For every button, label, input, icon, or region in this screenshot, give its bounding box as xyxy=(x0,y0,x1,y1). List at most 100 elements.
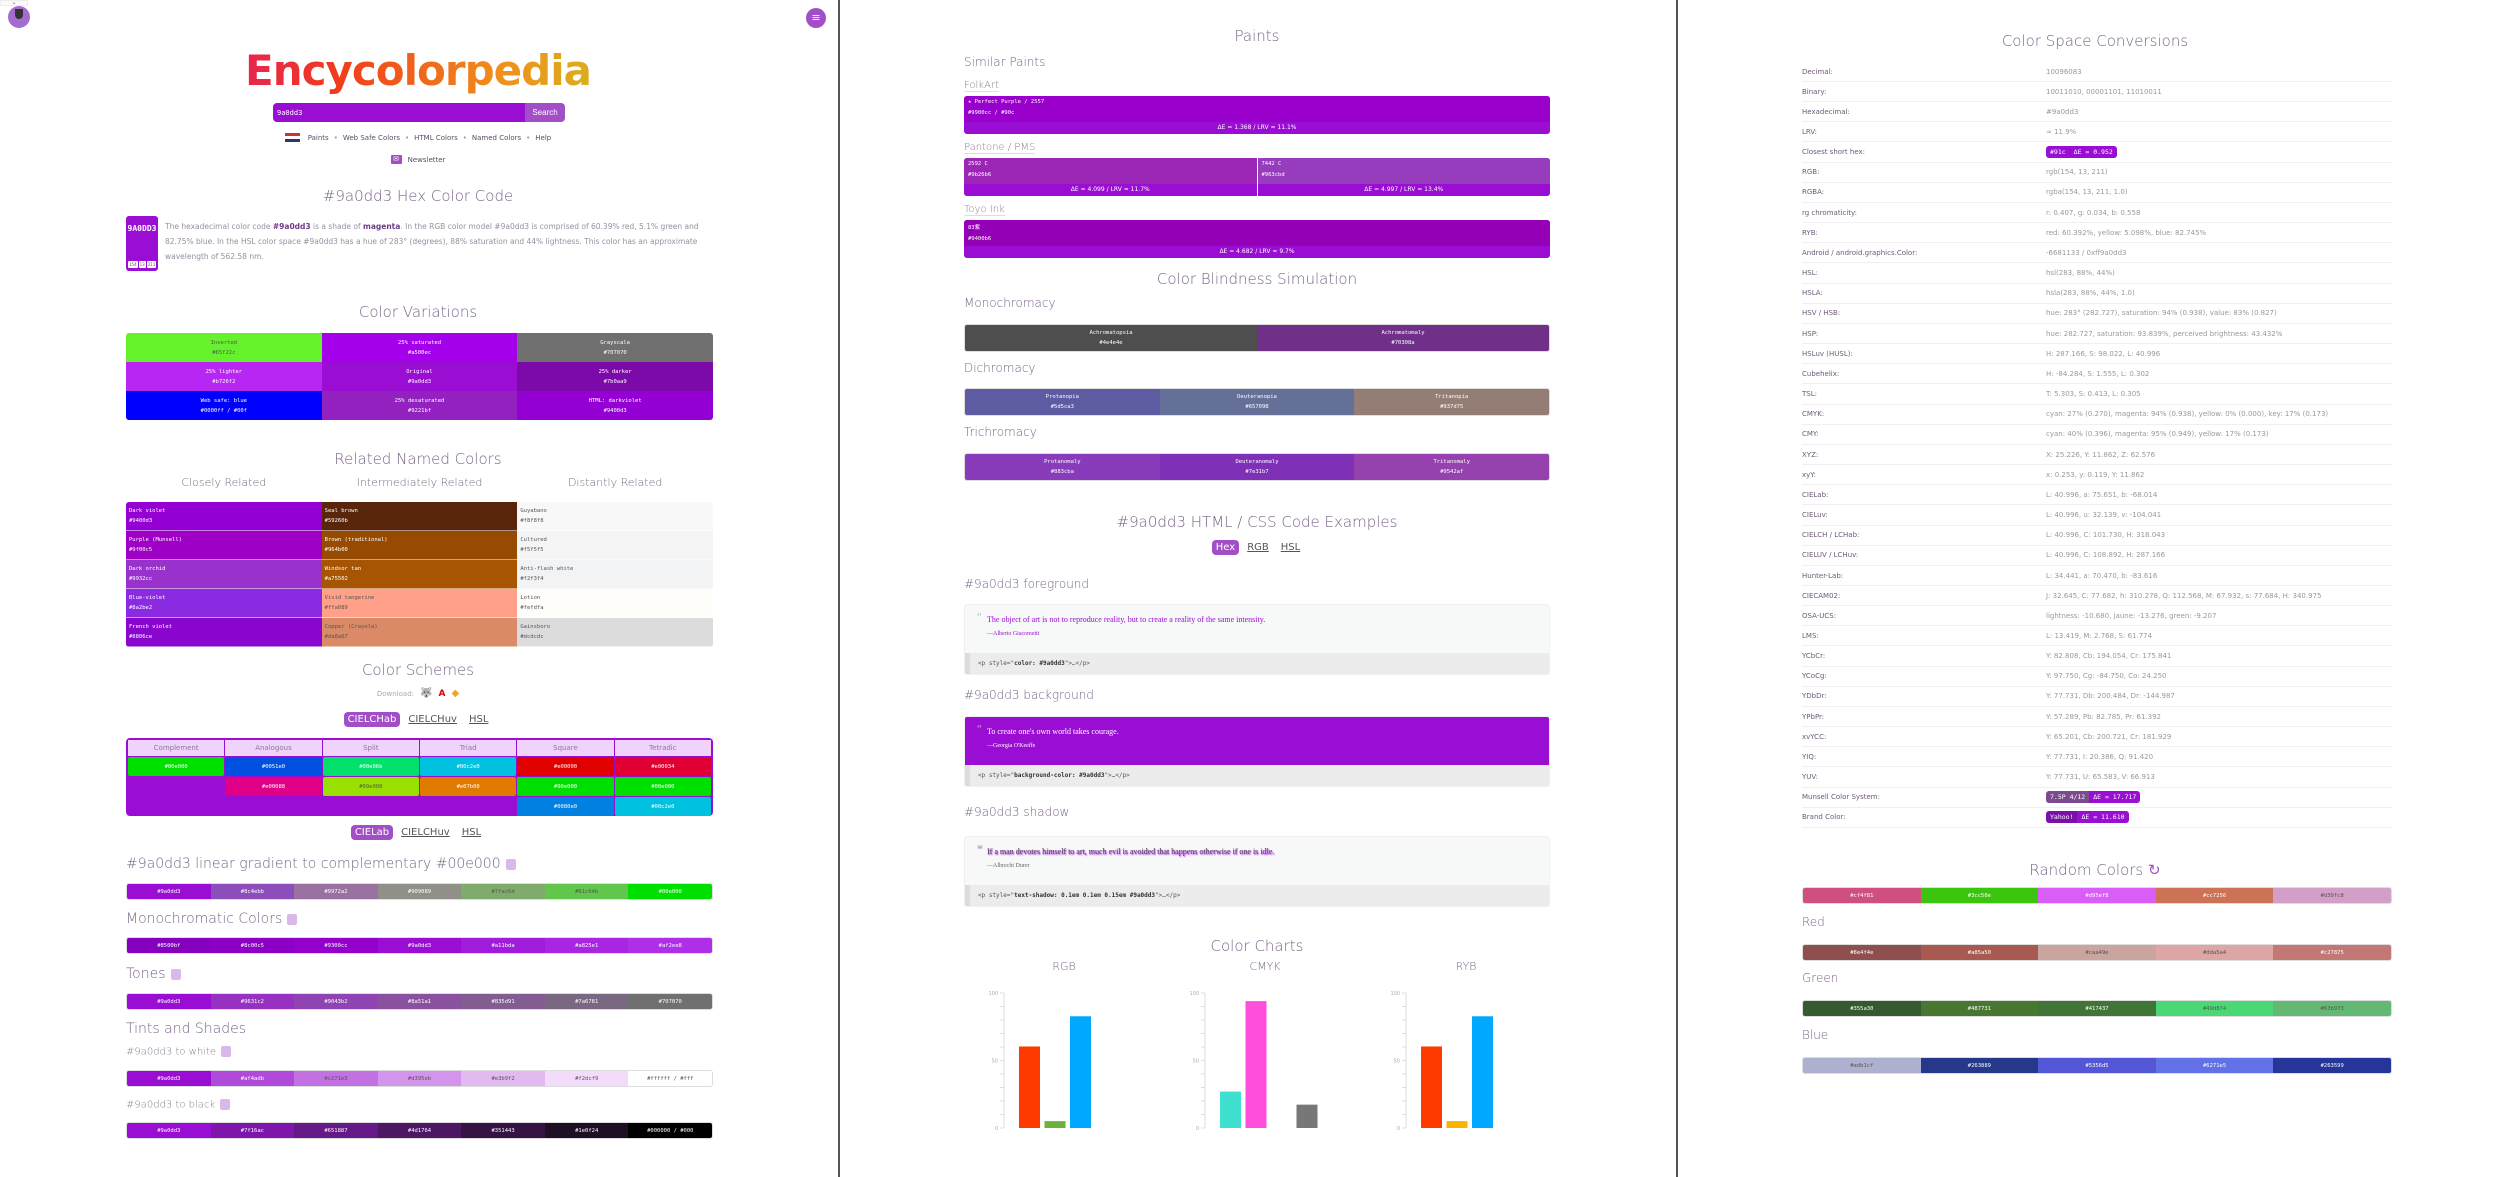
color-swatch[interactable]: #9a0dd3 xyxy=(127,1071,211,1086)
color-swatch[interactable]: #9a0dd3 xyxy=(127,994,211,1009)
color-swatch[interactable]: #adb1cf xyxy=(1803,1058,1921,1073)
copy-icon[interactable] xyxy=(505,858,516,870)
color-swatch[interactable]: #d95ef8 xyxy=(2038,888,2156,903)
color-swatch[interactable]: #c27875 xyxy=(2273,945,2391,960)
color-swatch[interactable]: #8c4ebb xyxy=(210,884,295,899)
color-swatch[interactable]: #c271e3 xyxy=(294,1071,378,1086)
color-swatch[interactable]: #cf4f81 xyxy=(1803,888,1921,903)
color-swatch[interactable]: #9a0dd3 xyxy=(377,938,462,953)
scheme-color[interactable]: #0051e0 xyxy=(225,757,322,776)
related-color[interactable]: Cultured #f5f5f5 xyxy=(517,531,713,560)
color-swatch[interactable]: #9a0dd3 xyxy=(127,884,211,899)
color-swatch[interactable]: #9a0dd3 xyxy=(127,1123,211,1138)
bar-b[interactable] xyxy=(1070,1016,1091,1128)
related-color[interactable]: French violet #8806ce xyxy=(126,618,322,647)
variation-cell[interactable]: Web safe: blue #0000ff / #00f xyxy=(126,391,322,420)
tab-hex[interactable]: Hex xyxy=(1211,540,1240,555)
blindness-swatch[interactable]: Deuteranomaly #7e31b7 xyxy=(1159,454,1355,480)
blindness-swatch[interactable]: Deuteranopia #657098 xyxy=(1159,389,1355,415)
color-swatch[interactable]: #7fac6d xyxy=(461,884,545,899)
color-swatch[interactable]: #a11bda xyxy=(461,938,545,953)
tab-cielchuv[interactable]: CIELCHuv xyxy=(401,827,450,838)
bar-m[interactable] xyxy=(1245,1001,1267,1128)
color-swatch[interactable]: #5356d5 xyxy=(2038,1058,2156,1073)
paint-swatch[interactable]: 83紫 #9400b6 ΔE = 4.682 / LRV ≈ 9.7% xyxy=(964,220,1550,258)
related-color[interactable]: Windsor tan #a75502 xyxy=(321,560,518,589)
color-swatch[interactable]: #a825e1 xyxy=(544,938,629,953)
bar-r[interactable] xyxy=(1019,1046,1040,1128)
scheme-color[interactable]: #0080e0 xyxy=(517,797,614,816)
bar-b[interactable] xyxy=(1472,1016,1493,1128)
conversion-badge[interactable]: Yahoo! ΔE = 11.610 xyxy=(2046,811,2129,824)
variation-cell[interactable]: 25% desaturated #9221bf xyxy=(321,391,518,420)
related-color[interactable]: Lotion #fefdfa xyxy=(517,589,713,618)
color-swatch[interactable]: #cc7256 xyxy=(2155,888,2274,903)
color-swatch[interactable]: #af4adb xyxy=(210,1071,295,1086)
nav-link-html-colors[interactable]: HTML Colors xyxy=(414,133,458,142)
color-swatch[interactable]: #1e0f24 xyxy=(544,1123,629,1138)
color-swatch[interactable]: #a85a50 xyxy=(1920,945,2039,960)
adobe-icon[interactable]: A xyxy=(438,688,446,699)
newsletter-link[interactable]: ✉ Newsletter xyxy=(0,155,836,164)
related-color[interactable]: Dark orchid #9932cc xyxy=(126,560,322,589)
blindness-swatch[interactable]: Achromatomaly #70308a xyxy=(1257,325,1549,351)
color-swatch[interactable]: #d395eb xyxy=(377,1071,462,1086)
gimp-icon[interactable]: 🐺 xyxy=(420,688,433,699)
color-swatch[interactable]: #4d1764 xyxy=(377,1123,462,1138)
variation-cell[interactable]: 25% saturated #a500ec xyxy=(321,333,518,362)
color-swatch[interactable]: #000000 / #000 xyxy=(628,1123,712,1138)
color-swatch[interactable]: #e3b9f2 xyxy=(461,1071,545,1086)
blindness-swatch[interactable]: Protanopia #5d5ca3 xyxy=(965,389,1160,415)
nav-link-named-colors[interactable]: Named Colors xyxy=(471,133,522,142)
color-swatch[interactable]: #909089 xyxy=(377,884,462,899)
blindness-swatch[interactable]: Achromatopsia #4e4e4e xyxy=(965,325,1257,351)
scheme-color[interactable]: #00e000 xyxy=(128,757,225,776)
color-swatch[interactable]: #3cc50e xyxy=(1920,888,2039,903)
color-swatch[interactable]: #8e4f4e xyxy=(1803,945,1921,960)
bar-r[interactable] xyxy=(1421,1046,1442,1128)
related-color[interactable]: Anti-flash white #f2f3f4 xyxy=(517,560,713,589)
blindness-swatch[interactable]: Tritanopia #937d75 xyxy=(1354,389,1549,415)
tab-rgb[interactable]: RGB xyxy=(1247,542,1269,553)
tab-cielab[interactable]: CIELab xyxy=(350,825,394,840)
bar-y[interactable] xyxy=(1446,1121,1468,1128)
flag-uk-icon[interactable] xyxy=(284,133,300,142)
color-swatch[interactable]: #8c00c5 xyxy=(210,938,295,953)
color-swatch[interactable]: #355a30 xyxy=(1803,1001,1921,1016)
copy-icon[interactable] xyxy=(170,968,181,980)
scheme-color[interactable]: #e00088 xyxy=(225,777,322,796)
variation-cell[interactable]: Original #9a0dd3 xyxy=(321,362,518,391)
color-swatch[interactable]: #af2ee8 xyxy=(628,938,712,953)
scheme-color[interactable]: #00e000 xyxy=(614,777,711,796)
related-color[interactable]: Dark violet #9400d3 xyxy=(126,502,322,531)
scheme-color[interactable]: #00c2e0 xyxy=(420,757,517,776)
related-color[interactable]: Copper (Crayola) #da8a67 xyxy=(321,618,518,647)
scheme-color[interactable]: #e00000 xyxy=(517,757,614,776)
conversion-badge[interactable]: #91c ΔE = 0.952 xyxy=(2046,146,2117,159)
scheme-color[interactable]: #00c2e0 xyxy=(614,797,711,816)
color-swatch[interactable]: #487731 xyxy=(1920,1001,2039,1016)
variation-cell[interactable]: Inverted #65f22c xyxy=(126,333,322,362)
color-swatch[interactable]: #8a51a1 xyxy=(377,994,462,1009)
chevron-down-icon[interactable]: ⌄ xyxy=(0,0,28,6)
color-swatch[interactable]: #651887 xyxy=(294,1123,378,1138)
color-swatch[interactable]: #ffffff / #fff xyxy=(628,1071,712,1086)
color-swatch[interactable]: #dda5a4 xyxy=(2155,945,2274,960)
scheme-color[interactable]: #e07b00 xyxy=(420,777,517,796)
color-swatch[interactable]: #d39fc8 xyxy=(2273,888,2391,903)
scheme-color[interactable]: #e00034 xyxy=(614,757,711,776)
search-input[interactable] xyxy=(273,103,525,122)
nav-link-paints[interactable]: Paints xyxy=(307,133,329,142)
blindness-swatch[interactable]: Protanomaly #883cba xyxy=(965,454,1160,480)
related-color[interactable]: Purple (Munsell) #9f00c5 xyxy=(126,531,322,560)
bar-g[interactable] xyxy=(1044,1121,1066,1128)
nav-link-help[interactable]: Help xyxy=(535,133,552,142)
copy-icon[interactable] xyxy=(287,913,298,925)
color-swatch[interactable]: #351443 xyxy=(461,1123,545,1138)
color-swatch[interactable]: #263599 xyxy=(2273,1058,2391,1073)
color-swatch[interactable]: #7f16ac xyxy=(210,1123,295,1138)
copy-icon[interactable] xyxy=(220,1099,231,1110)
color-swatch[interactable]: #61c64b xyxy=(544,884,629,899)
tab-hsl[interactable]: HSL xyxy=(461,827,482,838)
copy-icon[interactable] xyxy=(221,1046,232,1057)
